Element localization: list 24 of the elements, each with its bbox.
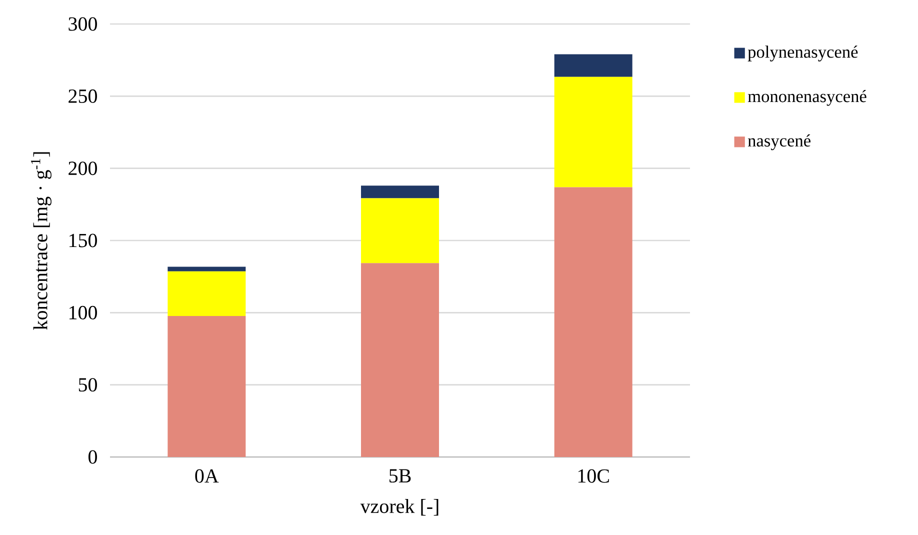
- bar: [361, 263, 440, 457]
- legend-label: nasycené: [748, 134, 810, 150]
- legend-label: polynenasycené: [748, 46, 858, 62]
- bar: [554, 187, 632, 457]
- y-tick-label: 200: [68, 162, 97, 176]
- bar: [168, 316, 246, 457]
- y-tick-label: 300: [68, 17, 97, 31]
- y-tick-label: 250: [68, 89, 97, 103]
- legend-label: mononenasycené: [748, 90, 866, 106]
- bar: [554, 76, 632, 188]
- bar: [168, 266, 246, 272]
- bar: [554, 54, 632, 77]
- x-tick-label: 5B: [390, 469, 411, 483]
- x-tick-label: 0A: [195, 469, 219, 483]
- bar: [168, 271, 246, 316]
- x-tick-label: 10C: [578, 469, 609, 483]
- y-tick-label: 150: [70, 234, 97, 248]
- y-tick-label: 0: [88, 450, 97, 464]
- y-tick-label: 50: [78, 378, 97, 392]
- x-axis-title: vzorek [-]: [360, 499, 438, 516]
- bar: [361, 186, 440, 198]
- y-axis-title: koncentrace [mg · g$^{-1}$]: [30, 152, 52, 330]
- y-tick-label: 100: [70, 306, 97, 320]
- bar: [361, 198, 440, 264]
